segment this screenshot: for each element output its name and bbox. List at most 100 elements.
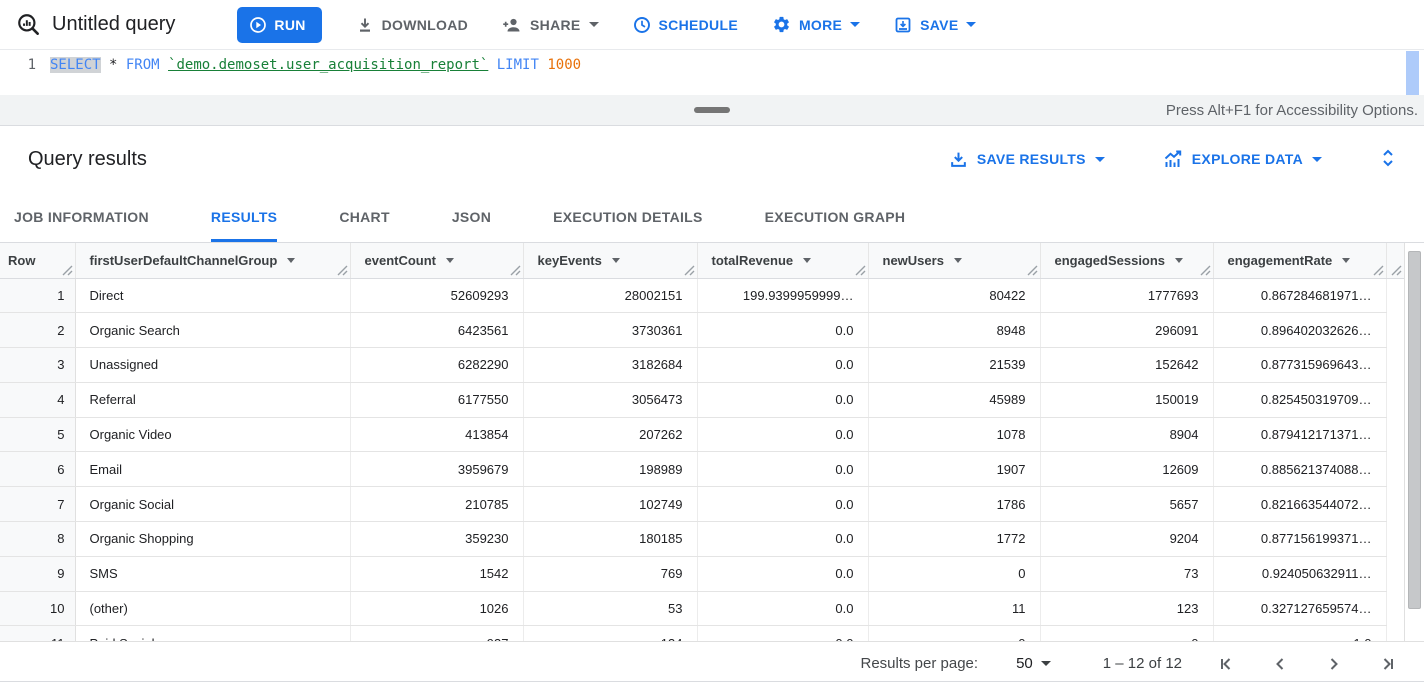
share-dropdown-caret-icon (588, 22, 599, 27)
run-button[interactable]: RUN (237, 6, 322, 43)
more-dropdown-caret-icon (850, 22, 861, 27)
column-header-engagementRate: engagementRate (1213, 243, 1387, 279)
tab-execution-graph[interactable]: EXECUTION GRAPH (764, 209, 906, 225)
column-header-newUsers: newUsers (868, 243, 1041, 279)
cell-engagedSessions: 5657 (1040, 486, 1214, 523)
tab-job-information[interactable]: JOB INFORMATION (14, 209, 149, 225)
cell-eventCount: 1026 (350, 591, 524, 627)
table-scrollbar-track[interactable] (1404, 243, 1424, 641)
table-scrollbar-thumb[interactable] (1408, 251, 1421, 609)
cell-engagedSessions: 150019 (1040, 382, 1214, 418)
splitter-drag-handle[interactable] (694, 107, 730, 113)
cell-newUsers: 80422 (868, 278, 1041, 314)
column-header-filler (1386, 243, 1404, 279)
expand-collapse-icon (1383, 149, 1393, 166)
tab-chart[interactable]: CHART (339, 209, 390, 225)
download-button[interactable]: DOWNLOAD (356, 16, 468, 34)
explore-data-caret-icon (1312, 156, 1322, 162)
column-menu-caret-icon[interactable] (803, 257, 812, 263)
cell-row: 3 (0, 347, 76, 383)
column-label: firstUserDefaultChannelGroup (89, 252, 278, 268)
cell-firstUserDefaultChannelGroup: Organic Shopping (75, 521, 351, 557)
cell-newUsers: 21539 (868, 347, 1041, 383)
clock-icon (633, 16, 650, 33)
sql-table-reference[interactable]: `demo.demoset.user_acquisition_report` (168, 57, 489, 73)
collapse-panel-button[interactable] (1378, 147, 1398, 172)
schedule-button[interactable]: SCHEDULE (633, 16, 738, 34)
chevron-right-icon (1330, 657, 1338, 670)
cell-totalRevenue: 0.0 (697, 625, 869, 641)
cell-keyEvents: 134 (523, 625, 698, 641)
share-button[interactable]: SHARE (502, 16, 599, 34)
filler-cell (1386, 347, 1404, 383)
save-button[interactable]: SAVE (894, 16, 977, 34)
column-resize-handle[interactable] (510, 265, 521, 276)
cell-keyEvents: 180185 (523, 521, 698, 557)
tab-results[interactable]: RESULTS (210, 192, 278, 242)
column-resize-handle[interactable] (1027, 265, 1038, 276)
share-label: SHARE (530, 16, 581, 33)
cell-newUsers: 45989 (868, 382, 1041, 418)
cell-row: 11 (0, 625, 76, 641)
save-label: SAVE (920, 16, 959, 33)
cell-newUsers: 8948 (868, 312, 1041, 349)
explore-data-button[interactable]: EXPLORE DATA (1163, 150, 1322, 169)
first-page-button[interactable] (1216, 654, 1236, 674)
save-results-button[interactable]: SAVE RESULTS (949, 150, 1105, 169)
table-row: 11Paid Social9371340.0001.0 (0, 625, 1404, 641)
page-range-label: 1 – 12 of 12 (1102, 655, 1182, 672)
cell-firstUserDefaultChannelGroup: Organic Social (75, 486, 351, 523)
cell-eventCount: 359230 (350, 521, 524, 557)
filler-cell (1386, 278, 1404, 313)
column-menu-caret-icon[interactable] (1342, 257, 1351, 263)
table-row: 10 (other) 1026 53 0.0 11 123 0.327127659574… (0, 591, 1404, 627)
tab-execution-details[interactable]: EXECUTION DETAILS (553, 209, 703, 225)
tab-json[interactable]: JSON (451, 209, 492, 225)
cell-keyEvents: 3182684 (523, 347, 698, 383)
filler-cell (1386, 486, 1404, 522)
more-button[interactable]: MORE (772, 15, 861, 34)
cell-eventCount: 6177550 (350, 382, 524, 418)
column-resize-handle[interactable] (1391, 265, 1402, 276)
column-label: totalRevenue (711, 252, 794, 268)
explore-data-label: EXPLORE DATA (1191, 151, 1303, 167)
sql-editor[interactable]: 1 SELECT * FROM `demo.demoset.user_acqui… (0, 50, 1424, 95)
column-resize-handle[interactable] (1200, 265, 1211, 276)
cell-row: 8 (0, 521, 76, 557)
column-menu-caret-icon[interactable] (287, 257, 296, 263)
cell-engagementRate: 0.867284681971… (1213, 278, 1387, 314)
column-menu-caret-icon[interactable] (1175, 257, 1184, 263)
cell-eventCount: 937 (350, 625, 524, 641)
sql-code-line[interactable]: SELECT * FROM `demo.demoset.user_acquisi… (50, 57, 581, 95)
column-menu-caret-icon[interactable] (611, 257, 620, 263)
table-row: 9 SMS 1542 769 0.0 0 73 0.924050632911… (0, 556, 1404, 592)
cell-engagementRate: 1.0 (1213, 625, 1387, 641)
cell-keyEvents: 3056473 (523, 382, 698, 418)
run-label: RUN (274, 16, 306, 33)
cell-row: 10 (0, 591, 76, 627)
next-page-button[interactable] (1324, 654, 1344, 674)
cell-totalRevenue: 0.0 (697, 591, 869, 627)
column-resize-handle[interactable] (337, 265, 348, 276)
cell-totalRevenue: 199.9399959999… (697, 278, 869, 314)
column-header-eventCount: eventCount (350, 243, 524, 279)
column-resize-handle[interactable] (684, 265, 695, 276)
cell-totalRevenue: 0.0 (697, 417, 869, 453)
page-size-select[interactable]: 50 (1016, 655, 1051, 672)
cell-totalRevenue: 0.0 (697, 347, 869, 383)
column-resize-handle[interactable] (1373, 265, 1384, 276)
cell-totalRevenue: 0.0 (697, 556, 869, 592)
column-resize-handle[interactable] (855, 265, 866, 276)
cell-totalRevenue: 0.0 (697, 486, 869, 523)
cell-firstUserDefaultChannelGroup: Email (75, 451, 351, 488)
last-page-button[interactable] (1378, 654, 1398, 674)
cell-engagedSessions: 9204 (1040, 521, 1214, 557)
cell-firstUserDefaultChannelGroup: Referral (75, 382, 351, 418)
cell-engagedSessions: 0 (1040, 625, 1214, 641)
column-menu-caret-icon[interactable] (446, 257, 454, 263)
gear-icon (774, 16, 789, 33)
previous-page-button[interactable] (1270, 654, 1290, 674)
editor-scrollbar-thumb[interactable] (1406, 51, 1419, 95)
column-menu-caret-icon[interactable] (953, 257, 962, 263)
column-resize-handle[interactable] (62, 265, 73, 276)
